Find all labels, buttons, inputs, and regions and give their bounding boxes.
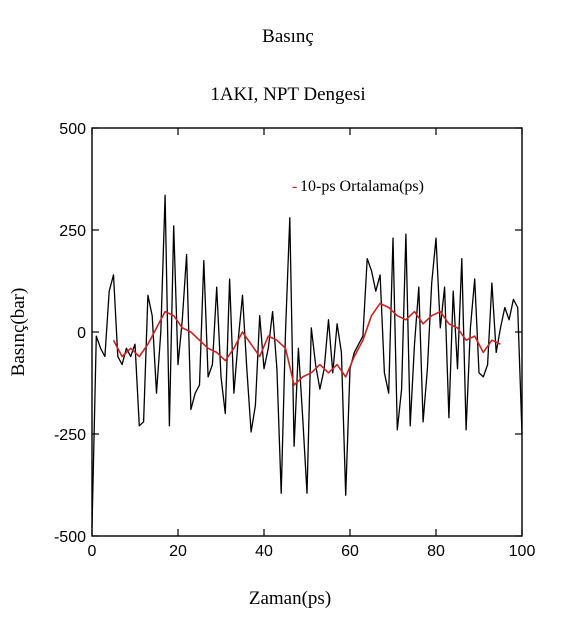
x-tick-label: 60 [341, 543, 359, 560]
x-axis-label: Zaman(ps) [249, 588, 331, 609]
y-tick-label: 0 [77, 325, 86, 342]
x-tick-label: 100 [509, 543, 536, 560]
y-tick-label: -250 [54, 427, 86, 444]
x-tick-label: 0 [88, 543, 97, 560]
pressure-series-line [91, 194, 523, 528]
legend-label: 10-ps Ortalama(ps) [300, 178, 424, 195]
x-tick-label: 20 [169, 543, 187, 560]
y-tick-label: 500 [59, 121, 86, 138]
series-layer [91, 194, 523, 528]
x-tick-label: 80 [427, 543, 445, 560]
y-tick-label: 250 [59, 223, 86, 240]
x-axis: 0 20 40 60 80 100 [88, 128, 536, 560]
y-axis: 500 250 0 -250 -500 [54, 121, 522, 546]
x-tick-label: 40 [255, 543, 273, 560]
moving-average-series-line [112, 302, 501, 386]
legend-marker: - [292, 178, 297, 195]
legend: - 10-ps Ortalama(ps) [292, 178, 424, 195]
y-tick-label: -500 [54, 529, 86, 546]
chart-title: Basınç [262, 26, 314, 47]
y-axis-label: Basınç(bar) [8, 288, 29, 377]
chart-subtitle: 1AKI, NPT Dengesi [210, 84, 365, 105]
